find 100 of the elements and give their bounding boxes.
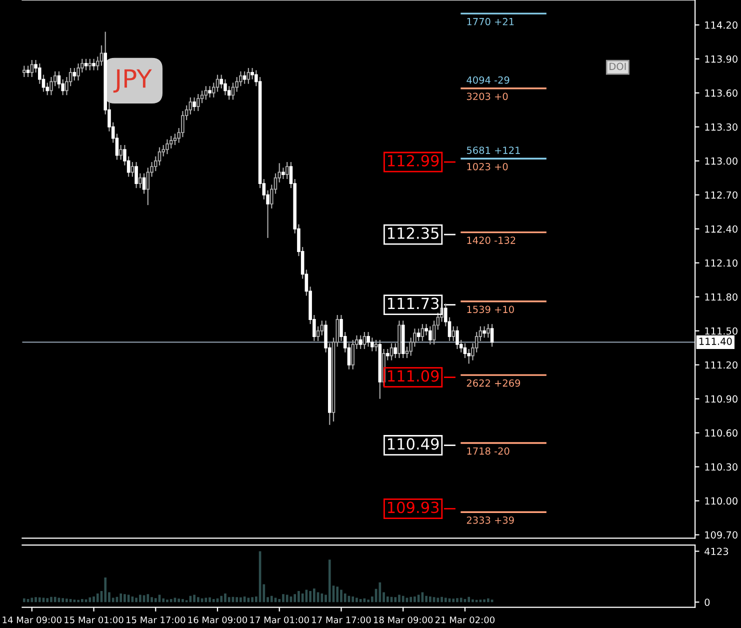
y-tick-label: 113.30	[705, 123, 738, 131]
bar	[236, 597, 238, 602]
candlestick	[84, 58, 88, 71]
bar	[320, 593, 324, 602]
bar	[336, 586, 339, 602]
y-tick-label: 0	[704, 598, 710, 606]
bar	[398, 594, 400, 602]
bar	[208, 597, 211, 602]
candlestick	[76, 62, 80, 81]
bar	[38, 597, 41, 602]
y-tick-label: 110.60	[705, 429, 738, 437]
candlestick	[138, 172, 142, 189]
candlestick	[134, 161, 138, 189]
bar	[286, 594, 288, 602]
bar	[294, 594, 296, 602]
bar	[88, 597, 92, 602]
bar	[150, 597, 153, 602]
x-tick-label: 16 Mar 09:00	[188, 616, 248, 624]
candlestick	[88, 58, 92, 71]
x-tick-label: 17 Mar 01:00	[250, 616, 309, 624]
bar	[483, 599, 486, 602]
candlestick	[428, 326, 432, 345]
candlestick	[57, 70, 61, 89]
candlestick	[192, 96, 196, 112]
ref-line-label: 111.09	[388, 370, 439, 382]
bar	[34, 597, 37, 602]
candlestick	[72, 67, 76, 81]
y-tick-label: 112.10	[705, 259, 738, 267]
bar	[46, 598, 49, 602]
bar	[456, 598, 458, 602]
bar	[50, 596, 52, 602]
bar	[77, 600, 80, 602]
bar	[178, 598, 180, 602]
bar	[270, 596, 273, 602]
candlestick	[366, 331, 370, 348]
bar	[124, 594, 126, 602]
candlestick	[166, 138, 169, 155]
candlestick	[216, 74, 220, 92]
candlestick	[188, 96, 192, 115]
bar	[429, 596, 432, 602]
y-tick-label: 110.90	[705, 395, 738, 403]
bar	[394, 597, 397, 602]
bar	[54, 596, 56, 602]
bar	[166, 600, 168, 602]
bar	[313, 588, 316, 602]
x-tick-label: 15 Mar 01:00	[64, 616, 124, 624]
annotation: JPY	[113, 69, 152, 93]
x-tick-label: 21 Mar 02:00	[436, 616, 495, 624]
bar	[414, 596, 416, 602]
bar	[220, 596, 223, 602]
bar	[367, 600, 370, 602]
annotation: DOI	[610, 62, 626, 70]
annotation: 2622 +269	[466, 379, 520, 387]
ref-line-label: 112.99	[388, 154, 439, 166]
candlestick	[130, 161, 134, 178]
bar	[282, 594, 284, 602]
x-tick-label: 14 Mar 09:00	[2, 616, 62, 624]
candlestick	[482, 326, 486, 338]
candlestick	[158, 146, 162, 166]
ref-line-label: 110.49	[388, 438, 439, 450]
bar	[139, 594, 142, 602]
x-tick-label: 15 Mar 17:00	[126, 616, 186, 624]
bar	[135, 598, 138, 602]
bar	[352, 596, 354, 602]
candlestick	[374, 339, 378, 352]
bar	[309, 590, 312, 602]
bar	[460, 598, 462, 602]
candlestick	[26, 65, 30, 78]
candlestick	[432, 320, 436, 345]
ref-line-label: 109.93	[388, 502, 439, 514]
annotation: 3203 +0	[466, 92, 508, 100]
y-tick-label: 112.70	[705, 191, 738, 199]
bar	[30, 598, 34, 602]
annotation: 1539 +10	[467, 306, 514, 314]
y-tick-label: 113.00	[705, 157, 738, 165]
candlestick	[196, 93, 200, 112]
bar	[170, 599, 172, 602]
candlestick	[285, 161, 289, 180]
candlestick	[242, 70, 246, 84]
y-tick-label: 111.50	[705, 327, 738, 335]
bar	[344, 593, 346, 602]
candlestick	[416, 328, 420, 342]
bar	[120, 593, 122, 602]
annotation: 5681 +121	[466, 146, 520, 154]
bar	[328, 560, 331, 602]
candlestick	[119, 144, 122, 160]
y-tick-label: 110.30	[705, 463, 738, 471]
bar	[154, 598, 157, 602]
y-tick-label: 113.90	[705, 55, 738, 63]
y-tick-label: 111.80	[705, 293, 738, 301]
candlestick	[22, 65, 26, 78]
candlestick	[463, 342, 467, 359]
bar	[410, 596, 412, 602]
candlestick	[204, 86, 208, 100]
bar	[212, 599, 215, 602]
bar	[224, 593, 226, 602]
bar	[452, 598, 455, 602]
candlestick	[320, 320, 324, 336]
bar	[92, 596, 95, 602]
y-tick-label: 109.70	[705, 531, 738, 539]
